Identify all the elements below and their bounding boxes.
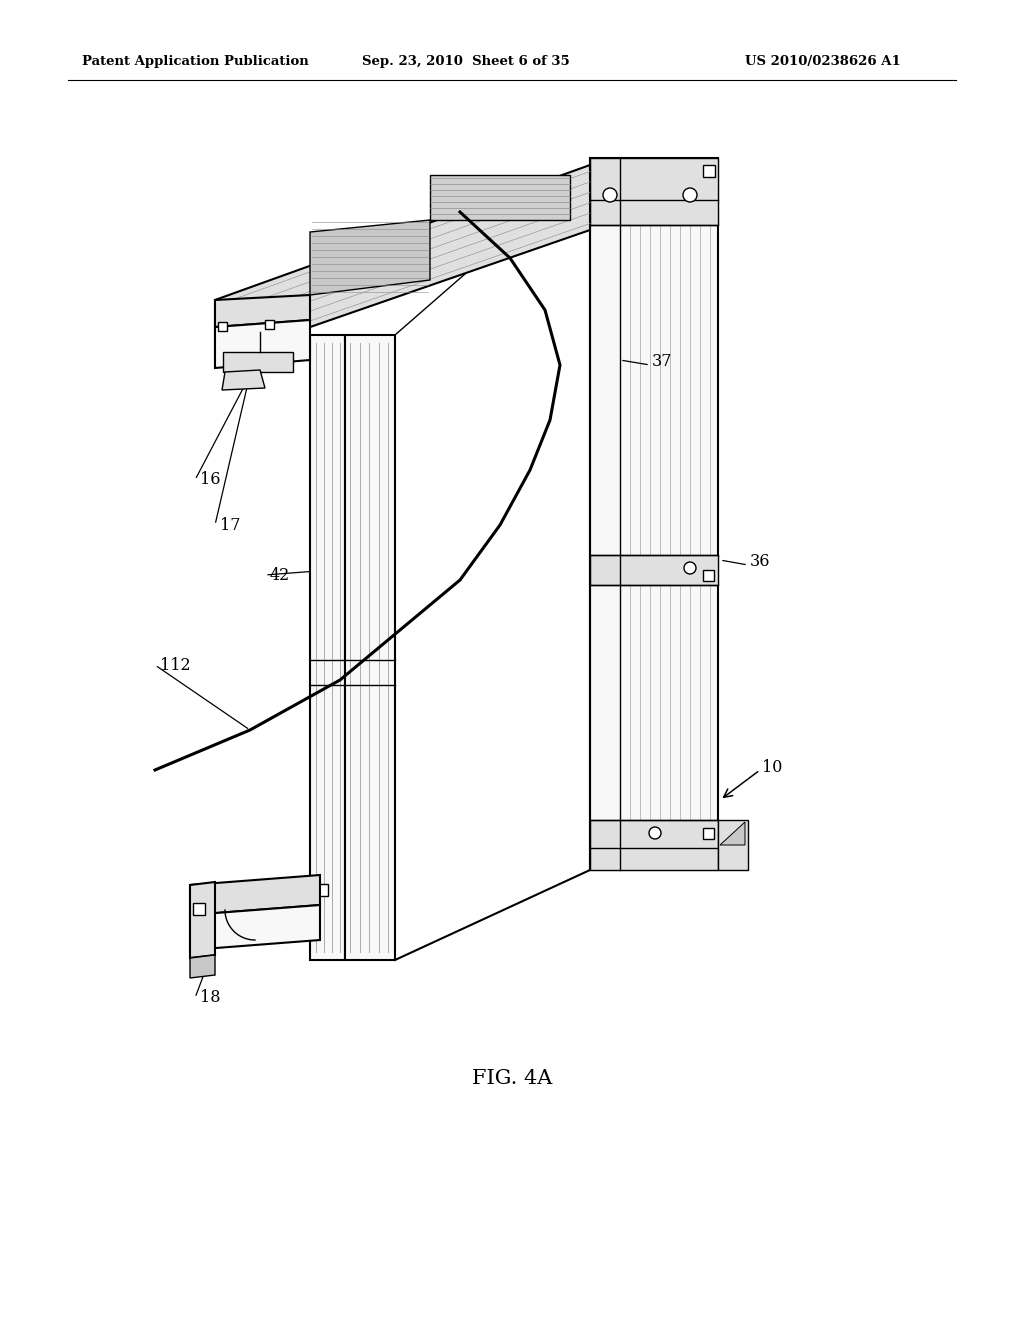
Polygon shape — [590, 158, 718, 870]
FancyBboxPatch shape — [316, 884, 328, 896]
Polygon shape — [345, 335, 395, 960]
Polygon shape — [430, 176, 570, 220]
Polygon shape — [215, 165, 590, 360]
FancyBboxPatch shape — [223, 352, 293, 372]
Text: Patent Application Publication: Patent Application Publication — [82, 55, 309, 69]
Text: 112: 112 — [160, 656, 190, 673]
Text: Sep. 23, 2010  Sheet 6 of 35: Sep. 23, 2010 Sheet 6 of 35 — [362, 55, 569, 69]
Circle shape — [683, 187, 697, 202]
FancyBboxPatch shape — [703, 828, 714, 840]
Text: FIG. 4A: FIG. 4A — [472, 1068, 552, 1088]
Polygon shape — [720, 822, 745, 845]
Polygon shape — [590, 554, 718, 585]
Polygon shape — [590, 820, 718, 870]
Polygon shape — [222, 370, 265, 389]
Text: 10: 10 — [762, 759, 782, 776]
Polygon shape — [590, 158, 718, 224]
FancyBboxPatch shape — [703, 570, 714, 581]
Text: 17: 17 — [220, 516, 241, 533]
Text: 36: 36 — [750, 553, 770, 570]
Polygon shape — [718, 820, 748, 870]
Polygon shape — [310, 220, 430, 294]
FancyBboxPatch shape — [703, 165, 715, 177]
Text: US 2010/0238626 A1: US 2010/0238626 A1 — [745, 55, 901, 69]
Circle shape — [603, 187, 617, 202]
FancyBboxPatch shape — [265, 319, 274, 329]
Polygon shape — [310, 335, 345, 960]
FancyBboxPatch shape — [193, 903, 205, 915]
Text: 37: 37 — [652, 354, 673, 371]
Text: 16: 16 — [200, 471, 220, 488]
Polygon shape — [190, 954, 215, 978]
Circle shape — [649, 828, 662, 840]
FancyBboxPatch shape — [218, 322, 227, 331]
Circle shape — [684, 562, 696, 574]
Polygon shape — [215, 294, 310, 327]
Polygon shape — [190, 875, 319, 915]
Polygon shape — [190, 882, 215, 958]
Text: 42: 42 — [270, 566, 290, 583]
Polygon shape — [190, 906, 319, 950]
Polygon shape — [215, 319, 310, 368]
Text: 18: 18 — [200, 990, 220, 1006]
